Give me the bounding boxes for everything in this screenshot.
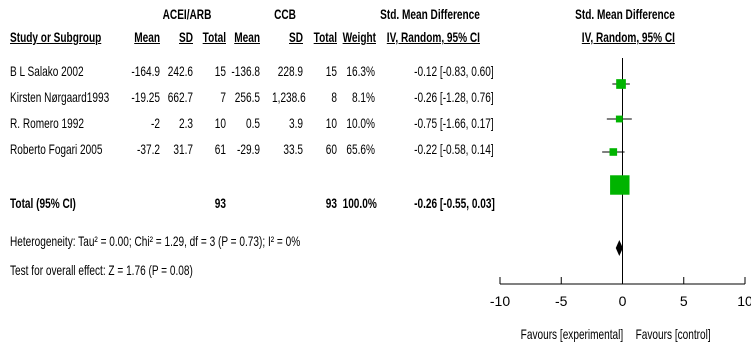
study-name: Kirsten Nørgaard1993 xyxy=(10,89,110,105)
mean1-value: -37.2 xyxy=(137,141,160,157)
weight-value: 10.0% xyxy=(346,115,375,131)
col-header-mean2: Mean xyxy=(234,29,260,45)
sd1-value: 242.6 xyxy=(167,63,193,79)
ci-value: -0.22 [-0.58, 0.14] xyxy=(414,141,494,157)
col-header-total1: Total xyxy=(202,29,226,45)
favours-experimental-label: Favours [experimental] xyxy=(520,326,624,342)
total1-value: 15 xyxy=(214,63,226,79)
mean1-value: -164.9 xyxy=(131,63,160,79)
study-point-estimate xyxy=(615,115,623,123)
col-header-sd2: SD xyxy=(288,29,303,45)
x-axis-tick-label: 10 xyxy=(737,293,751,309)
x-axis-tick-label: 5 xyxy=(680,293,688,309)
col-header-ci: IV, Random, 95% CI xyxy=(386,29,480,45)
mean2-value: -136.8 xyxy=(231,63,260,79)
study-point-estimate xyxy=(610,175,630,195)
mean2-value: 256.5 xyxy=(234,89,260,105)
total1-value: 10 xyxy=(214,115,226,131)
total-ci: -0.26 [-0.55, 0.03] xyxy=(414,195,495,211)
weight-value: 8.1% xyxy=(352,89,375,105)
study-name: Roberto Fogari 2005 xyxy=(10,141,103,157)
total1-sum: 93 xyxy=(214,195,226,211)
mean2-value: -29.9 xyxy=(237,141,260,157)
col-header-study: Study or Subgroup xyxy=(10,29,102,45)
total-weight: 100.0% xyxy=(342,195,377,211)
header-group-control: CCB xyxy=(274,6,296,22)
col-header-mean1: Mean xyxy=(134,29,160,45)
study-name: B L Salako 2002 xyxy=(10,63,84,79)
sd2-value: 1,238.6 xyxy=(272,89,306,105)
sd2-value: 228.9 xyxy=(277,63,303,79)
mean1-value: -19.25 xyxy=(131,89,160,105)
total1-value: 61 xyxy=(214,141,226,157)
x-axis-tick-label: 0 xyxy=(619,293,627,309)
col-header-sd1: SD xyxy=(178,29,193,45)
weight-value: 65.6% xyxy=(346,141,375,157)
heterogeneity-text: Heterogeneity: Tau² = 0.00; Chi² = 1.29,… xyxy=(10,233,301,249)
ci-value: -0.26 [-1.28, 0.76] xyxy=(414,89,494,105)
total1-value: 7 xyxy=(220,89,226,105)
header-group-experimental: ACEI/ARB xyxy=(162,6,212,22)
total2-value: 8 xyxy=(331,89,337,105)
col-header-weight: Weight xyxy=(342,29,377,45)
total2-sum: 93 xyxy=(325,195,337,211)
header-effect-table: Std. Mean Difference xyxy=(380,6,480,22)
study-name: R. Romero 1992 xyxy=(10,115,84,131)
sd2-value: 3.9 xyxy=(288,115,303,131)
weight-value: 16.3% xyxy=(346,63,375,79)
total-label: Total (95% CI) xyxy=(10,195,76,211)
favours-control-label: Favours [control] xyxy=(635,326,711,342)
sd1-value: 31.7 xyxy=(173,141,193,157)
total2-value: 10 xyxy=(325,115,337,131)
mean2-value: 0.5 xyxy=(245,115,260,131)
total2-value: 15 xyxy=(325,63,337,79)
col-header-plot-ci: IV, Random, 95% CI xyxy=(581,29,675,45)
sd2-value: 33.5 xyxy=(283,141,303,157)
ci-value: -0.75 [-1.66, 0.17] xyxy=(414,115,494,131)
study-point-estimate xyxy=(616,79,626,89)
sd1-value: 662.7 xyxy=(167,89,193,105)
sd1-value: 2.3 xyxy=(178,115,193,131)
pooled-estimate-diamond xyxy=(615,240,623,256)
x-axis-tick-label: -5 xyxy=(555,293,568,309)
mean1-value: -2 xyxy=(151,115,160,131)
ci-value: -0.12 [-0.83, 0.60] xyxy=(414,63,494,79)
overall-effect-text: Test for overall effect: Z = 1.76 (P = 0… xyxy=(10,262,193,278)
total2-value: 60 xyxy=(325,141,337,157)
x-axis-tick-label: -10 xyxy=(490,293,510,309)
header-effect-plot: Std. Mean Difference xyxy=(575,6,675,22)
col-header-total2: Total xyxy=(313,29,337,45)
study-point-estimate xyxy=(609,148,618,156)
